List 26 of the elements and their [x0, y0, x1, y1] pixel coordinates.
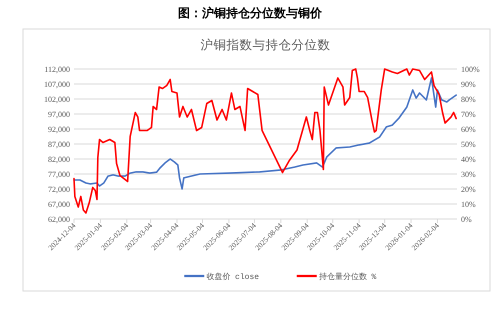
- y2-tick-label: 10%: [461, 200, 476, 209]
- y-tick-label: 72,000: [48, 185, 70, 194]
- chart-subtitle: 沪铜指数与持仓分位数: [200, 37, 330, 52]
- legend-label: 收盘价 close: [206, 272, 260, 282]
- y-tick-label: 77,000: [48, 170, 70, 179]
- y2-tick-label: 50%: [461, 140, 476, 149]
- y-tick-label: 87,000: [48, 140, 70, 149]
- y-tick-label: 67,000: [48, 200, 70, 209]
- y2-tick-label: 20%: [461, 185, 476, 194]
- y-tick-label: 107,000: [44, 80, 70, 89]
- y2-tick-label: 70%: [461, 110, 476, 119]
- y-tick-label: 97,000: [48, 110, 70, 119]
- y2-tick-label: 60%: [461, 125, 476, 134]
- chart-title: 图：沪铜持仓分位数与铜价: [178, 6, 323, 20]
- y2-tick-label: 40%: [461, 155, 476, 164]
- y-tick-label: 62,000: [48, 215, 70, 224]
- legend-label: 持仓量分位数 %: [318, 272, 377, 282]
- y2-tick-label: 90%: [461, 80, 476, 89]
- y-tick-label: 82,000: [48, 155, 70, 164]
- y-tick-label: 102,000: [44, 95, 70, 104]
- y2-tick-label: 0%: [461, 215, 472, 224]
- y2-tick-label: 100%: [461, 65, 480, 74]
- y2-tick-label: 80%: [461, 95, 476, 104]
- y-tick-label: 92,000: [48, 125, 70, 134]
- y2-tick-label: 30%: [461, 170, 476, 179]
- y-tick-label: 112,000: [44, 65, 70, 74]
